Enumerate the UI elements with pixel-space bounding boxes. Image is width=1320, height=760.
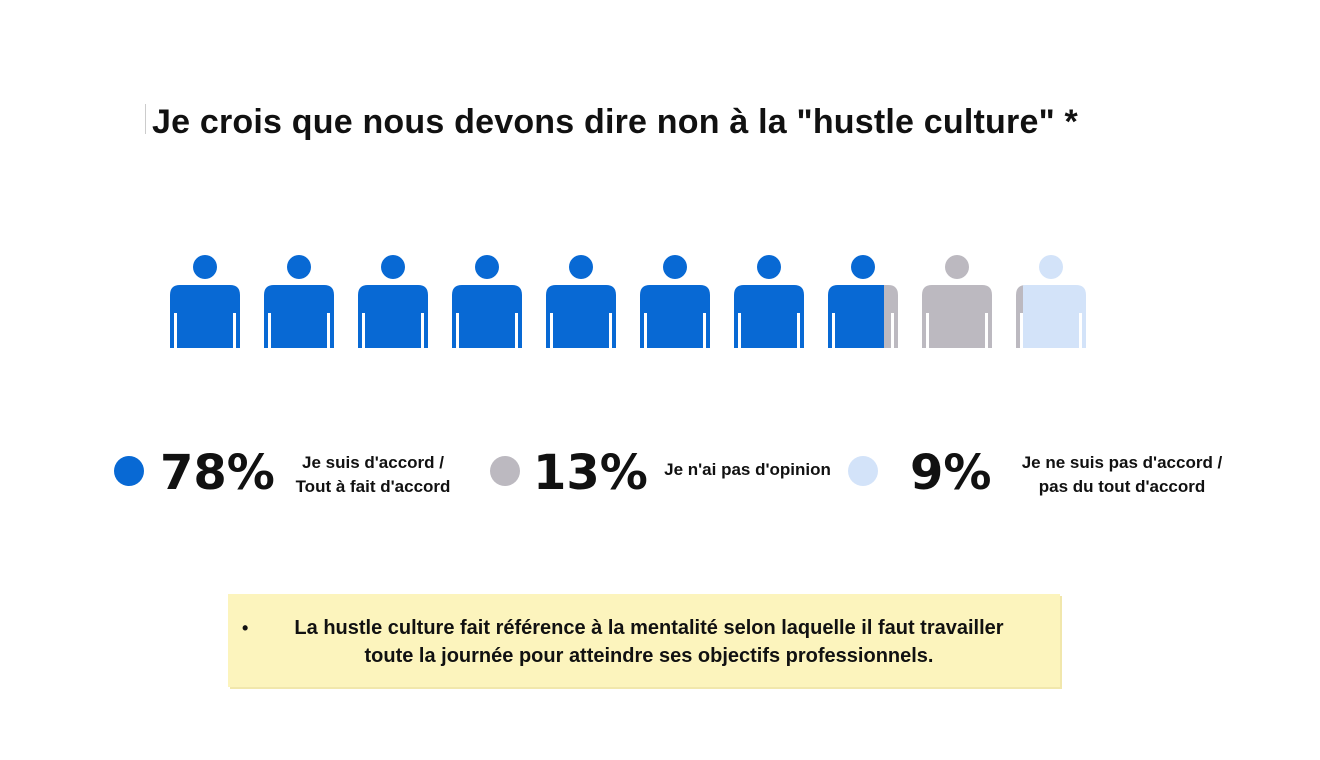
person-icon [828,255,898,348]
chart-title: Je crois que nous devons dire non à la "… [152,103,1078,141]
legend-dot-disagree [848,456,878,486]
legend-dot-agree [114,456,144,486]
person-icon-fill [264,255,334,348]
legend-dot-no-opinion [490,456,520,486]
person-icon [546,255,616,348]
person-icon-fill [1016,255,1024,348]
legend-label-agree-line-1: Je suis d'accord / [302,453,444,472]
person-icon-fill [452,255,522,348]
person-icon [452,255,522,348]
person-icon [1016,255,1086,348]
legend-label-agree-line-2: Tout à fait d'accord [295,477,451,496]
person-icon [358,255,428,348]
person-icon [170,255,240,348]
person-icon-fill [170,255,240,348]
person-icon [922,255,992,348]
person-icon [264,255,334,348]
person-icon [640,255,710,348]
legend-percent-disagree: 9% [910,445,992,501]
person-icon-fill [884,255,898,348]
legend-percent-agree: 78% [160,445,275,501]
legend-percent-no-opinion: 13% [533,445,648,501]
legend-label-disagree-line-1: Je ne suis pas d'accord / [1021,453,1223,472]
person-icon-fill [828,255,885,348]
legend-label-disagree: Je ne suis pas d'accord / pas du tout d'… [1000,451,1244,499]
legend-label-disagree-line-2: pas du tout d'accord [1038,477,1206,496]
person-icon-fill [1023,255,1086,348]
person-icon-fill [546,255,616,348]
person-icon-fill [734,255,804,348]
footnote-box: • La hustle culture fait référence à la … [228,594,1060,687]
person-icon-fill [640,255,710,348]
legend-label-no-opinion-line-1: Je n'ai pas d'opinion [664,460,831,479]
bullet-point: • [242,618,249,638]
legend-label-agree: Je suis d'accord / Tout à fait d'accord [278,451,468,499]
person-icon-fill [922,255,992,348]
title-accent-line [145,104,146,134]
legend-label-no-opinion: Je n'ai pas d'opinion [650,458,845,482]
pictogram [170,255,1086,348]
person-icon [734,255,804,348]
footnote-text: La hustle culture fait référence à la me… [294,617,1004,667]
person-icon-fill [358,255,428,348]
